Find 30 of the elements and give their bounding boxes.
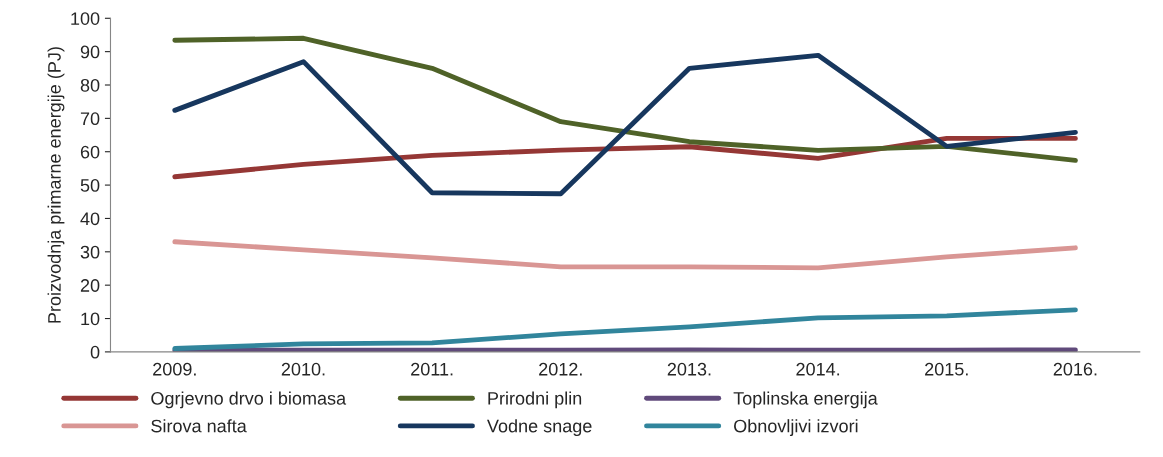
x-tick-label: 2015. [925,362,968,376]
x-tick-label: 2014. [796,362,840,376]
y-tick-label: 90 [80,45,100,59]
y-tick-label: 80 [80,78,100,92]
y-tick-label: 40 [80,212,100,226]
y-tick-label: 10 [81,312,100,326]
x-tick-label: 2010. [281,362,325,376]
x-tick-label: 2016. [1053,362,1097,376]
line-series [172,52,1078,197]
y-tick-label: 50 [80,179,100,192]
x-tick-label: 2009. [153,362,196,376]
x-tick-label: 2011. [411,362,453,376]
line-series [172,35,1078,163]
y-tick-label: 60 [80,145,100,159]
legend-label: Sirova nafta [151,419,247,433]
legend-label: Prirodni plin [488,391,582,409]
legend-label: Vodne snage [487,419,592,436]
y-tick-label: 0 [90,345,100,359]
y-tick-label: 100 [71,12,100,25]
y-tick-label: 70 [80,112,100,126]
legend-label: Ogrjevno drvo i biomasa [151,391,347,409]
x-tick-label: 2012. [539,362,582,376]
y-tick-label: 30 [80,245,100,259]
legend-label: Obnovljivi izvori [734,419,858,436]
legend-label: Toplinska energija [733,391,878,409]
y-tick-label: 20 [80,279,100,292]
line-series [172,239,1078,271]
y-axis-title: Proizvodnja primarne energije (PJ) [47,47,65,323]
line-series [172,307,1078,351]
x-tick-label: 2013. [667,362,711,376]
